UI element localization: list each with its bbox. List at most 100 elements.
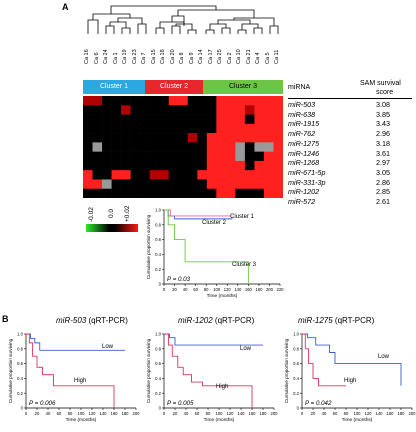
mirna-name: miR-572 (288, 197, 316, 206)
y-tick-label: 0.4 (293, 376, 299, 381)
heatmap-cell (225, 179, 236, 190)
heatmap-cell (159, 96, 170, 106)
heatmap-cell (111, 151, 122, 162)
heatmap-cell (149, 96, 160, 106)
heatmap-cell (273, 188, 283, 198)
heatmap-cell (149, 151, 160, 162)
heatmap-cell (130, 151, 141, 162)
x-tick-label: 40 (184, 411, 189, 416)
heatmap-cell (273, 105, 283, 115)
x-tick-label: 20 (311, 411, 316, 416)
sample-label: Ca 6 (93, 52, 100, 64)
heatmap-cell (263, 96, 274, 106)
y-tick-label: 0.8 (155, 222, 161, 227)
heatmap-cell (273, 123, 283, 134)
heatmap-cell (197, 114, 208, 125)
heatmap-cell (130, 188, 141, 198)
survival-curve (302, 333, 346, 387)
heatmap-cell (102, 114, 112, 125)
sam-score: 2.85 (376, 187, 390, 197)
heatmap-cell (235, 96, 246, 106)
heatmap-cell (140, 188, 150, 198)
y-tick-label: 0.6 (155, 237, 161, 242)
x-tick-label: 20 (172, 287, 177, 292)
heatmap-cell (130, 114, 141, 125)
heatmap-cell (83, 133, 93, 143)
heatmap-cell (102, 142, 112, 152)
heatmap-cell (149, 105, 160, 115)
heatmap-cell (187, 142, 198, 152)
mirna-name: miR-671-5p (288, 167, 326, 177)
heatmap-cell (206, 160, 217, 171)
y-tick-label: 0.4 (155, 376, 161, 381)
y-tick-label: 0.6 (155, 361, 161, 366)
x-tick-label: 120 (365, 411, 373, 416)
heatmap-cell (225, 105, 236, 115)
heatmap-cell (121, 142, 131, 152)
sample-label: Ca 15 (150, 49, 157, 64)
x-tick-label: 60 (195, 411, 200, 416)
heatmap-cell (254, 188, 265, 198)
heatmap-cell (273, 133, 283, 143)
x-axis-label: Time (months) (342, 417, 373, 423)
scale-pos-label: +0.02 (124, 205, 131, 222)
heatmap-cell (102, 170, 112, 180)
x-tick-label: 160 (245, 287, 253, 292)
heatmap-cell (216, 142, 227, 152)
heatmap-cell (121, 133, 131, 143)
x-tick-label: 140 (100, 411, 108, 416)
heatmap-cell (244, 96, 255, 106)
sam-score: 3.61 (376, 148, 390, 158)
x-tick-label: 160 (111, 411, 119, 416)
cluster-1-bar: Cluster 1 (83, 80, 145, 94)
heatmap-cell (140, 151, 150, 162)
heatmap-cell (168, 133, 179, 143)
heatmap-cell (159, 188, 170, 198)
x-tick-label: 0 (163, 287, 166, 292)
heatmap-cell (140, 133, 150, 143)
survival-curve (302, 333, 402, 386)
sample-label: Ca 7 (141, 52, 147, 64)
x-tick-label: 180 (122, 411, 130, 416)
heatmap-cell (263, 151, 274, 162)
x-tick-label: 100 (354, 411, 362, 416)
survival-curve (164, 333, 263, 346)
heatmap-cell (149, 160, 160, 171)
heatmap-cell (111, 188, 122, 198)
km-plot-mir-503: 0 0.2 0.4 0.6 0.8 1.0 0 20 40 60 80 100 120 140 160 180… (8, 332, 141, 423)
heatmap-cell (206, 114, 217, 125)
heatmap-cell (225, 160, 236, 171)
heatmap-cell (121, 114, 131, 125)
scale-zero-label: 0.0 (108, 208, 115, 218)
p-value: P = 0.03 (167, 276, 191, 283)
heatmap-cell (149, 114, 160, 125)
x-tick-label: 140 (238, 411, 246, 416)
curve-label: High (74, 378, 86, 384)
mirna-name: miR-762 (288, 129, 316, 139)
y-axis-label: Cumulative proportion surviving (8, 338, 13, 403)
heatmap-cell (168, 160, 179, 171)
heatmap-cell (159, 179, 170, 190)
y-tick-label: 0.8 (293, 346, 299, 351)
sample-label: Ca 11 (274, 49, 280, 64)
heatmap-cell (130, 133, 141, 143)
heatmap-cell (235, 160, 246, 171)
heatmap-cell (178, 142, 189, 152)
heatmap-cell (159, 123, 170, 134)
x-tick-label: 200 (266, 287, 274, 292)
heatmap-cell (273, 160, 283, 171)
survival-curve (164, 333, 253, 408)
table-row: miR-1275 3.18 (288, 139, 412, 149)
heatmap-cell (254, 96, 265, 106)
heatmap-cell (168, 151, 179, 162)
heatmap-cell (263, 142, 274, 152)
heatmap-cell (244, 160, 255, 171)
cluster-3-bar: Cluster 3 (203, 80, 283, 94)
heatmap-cell (83, 170, 93, 180)
x-tick-label: 200 (133, 411, 141, 416)
heatmap-cell (178, 133, 189, 143)
heatmap-cell (102, 123, 112, 134)
heatmap-cell (102, 188, 112, 198)
heatmap-cell (102, 160, 112, 171)
mirna-name: miR-1202 (288, 187, 320, 197)
